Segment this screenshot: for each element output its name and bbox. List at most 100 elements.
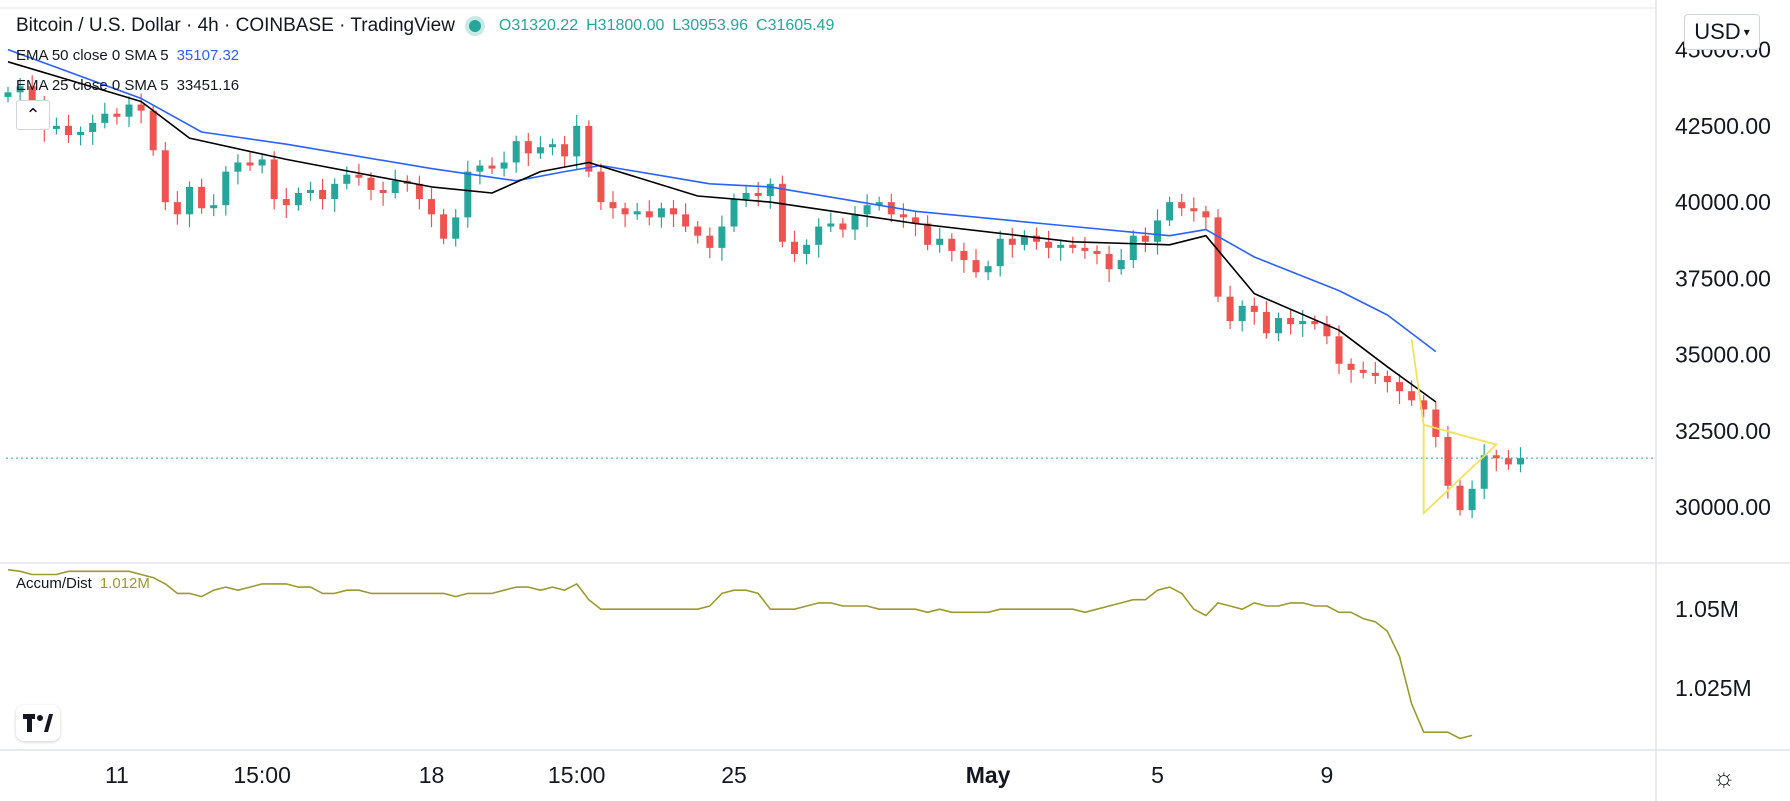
candle[interactable] <box>307 181 314 201</box>
candle[interactable] <box>924 215 932 251</box>
candle[interactable] <box>960 242 968 273</box>
candle[interactable] <box>1323 315 1331 345</box>
candle[interactable] <box>1214 209 1222 303</box>
candle[interactable] <box>984 260 992 281</box>
candle[interactable] <box>597 163 605 211</box>
candle[interactable] <box>258 153 266 174</box>
candle[interactable] <box>1081 236 1089 259</box>
candle[interactable] <box>839 217 847 238</box>
candle[interactable] <box>1008 227 1016 258</box>
candle[interactable] <box>682 203 690 233</box>
candle[interactable] <box>561 135 569 167</box>
candle[interactable] <box>536 136 544 159</box>
candle[interactable] <box>379 181 387 206</box>
candle[interactable] <box>440 208 448 245</box>
candle[interactable] <box>1057 239 1065 261</box>
candle[interactable] <box>415 175 423 210</box>
candle[interactable] <box>694 221 702 244</box>
candle[interactable] <box>1432 401 1440 448</box>
candle[interactable] <box>1045 230 1053 259</box>
candle[interactable] <box>948 233 956 262</box>
settings-gear-icon[interactable]: ☼ <box>1712 762 1736 792</box>
candle[interactable] <box>149 105 157 156</box>
candle[interactable] <box>1226 285 1234 330</box>
candle[interactable] <box>1444 425 1452 499</box>
candle[interactable] <box>827 212 835 233</box>
candle[interactable] <box>778 175 786 248</box>
candle[interactable] <box>1141 227 1149 253</box>
candle[interactable] <box>294 187 302 211</box>
ema25-legend[interactable]: EMA 25 close 0 SMA 5 33451.16 <box>16 77 239 94</box>
candle[interactable] <box>125 96 133 128</box>
candle[interactable] <box>161 142 169 211</box>
candle[interactable] <box>234 154 242 185</box>
candle[interactable] <box>1117 249 1125 275</box>
candle[interactable] <box>633 203 641 220</box>
candle[interactable] <box>1190 197 1198 222</box>
candle[interactable] <box>1456 480 1464 516</box>
candle[interactable] <box>573 114 581 170</box>
candle[interactable] <box>1287 309 1295 335</box>
candle[interactable] <box>1262 300 1270 339</box>
candle[interactable] <box>391 169 399 199</box>
candle[interactable] <box>791 230 798 262</box>
candle[interactable] <box>1238 300 1246 332</box>
candle[interactable] <box>512 135 520 173</box>
candle[interactable] <box>851 206 859 240</box>
candle[interactable] <box>1383 370 1391 393</box>
candle[interactable] <box>488 157 496 175</box>
candle[interactable] <box>1359 361 1367 379</box>
candle[interactable] <box>1093 245 1101 265</box>
candle[interactable] <box>1468 480 1476 519</box>
candle[interactable] <box>1069 236 1077 254</box>
candle[interactable] <box>1517 447 1524 473</box>
candle[interactable] <box>1504 450 1512 470</box>
candle[interactable] <box>77 126 85 146</box>
candle[interactable] <box>803 239 811 265</box>
candle[interactable] <box>367 172 375 201</box>
candle[interactable] <box>1335 325 1343 375</box>
candle[interactable] <box>186 181 193 228</box>
candle[interactable] <box>428 188 435 228</box>
candle[interactable] <box>887 193 895 223</box>
candle[interactable] <box>670 199 677 228</box>
candle[interactable] <box>173 191 181 225</box>
candle[interactable] <box>1250 297 1258 325</box>
candle[interactable] <box>319 178 327 210</box>
candle[interactable] <box>1420 394 1428 418</box>
candle[interactable] <box>355 163 363 186</box>
candle[interactable] <box>1480 444 1488 500</box>
candle[interactable] <box>198 178 206 214</box>
candle[interactable] <box>65 114 72 143</box>
candle[interactable] <box>1154 209 1161 255</box>
candle[interactable] <box>1275 312 1282 342</box>
ad-pane[interactable]: 1.025M 1.05M <box>7 568 1752 740</box>
candle[interactable] <box>282 188 290 218</box>
candle[interactable] <box>1396 373 1403 405</box>
candle[interactable] <box>996 230 1004 277</box>
currency-button[interactable]: USD ▾ <box>1684 14 1760 50</box>
candle[interactable] <box>936 227 944 253</box>
candle[interactable] <box>476 160 484 185</box>
candle[interactable] <box>863 194 871 228</box>
candle[interactable] <box>645 200 653 226</box>
candle[interactable] <box>718 215 726 261</box>
candle[interactable] <box>4 86 12 103</box>
candle[interactable] <box>1033 227 1040 250</box>
candle[interactable] <box>549 138 556 156</box>
candle[interactable] <box>246 151 254 172</box>
candle[interactable] <box>706 227 714 259</box>
candle[interactable] <box>1166 196 1174 226</box>
candle[interactable] <box>500 151 508 177</box>
candle[interactable] <box>101 102 109 129</box>
candle[interactable] <box>742 184 750 208</box>
candle[interactable] <box>524 132 532 167</box>
candle[interactable] <box>815 218 823 258</box>
candle[interactable] <box>875 196 883 211</box>
triangle-pattern-drawing[interactable] <box>1410 339 1499 516</box>
ad-legend[interactable]: Accum/Dist 1.012M <box>16 575 150 592</box>
candle[interactable] <box>464 160 472 228</box>
price-pane[interactable]: 30000.00 32500.00 35000.00 37500.00 40000.00… <box>4 37 1771 520</box>
candle[interactable] <box>609 191 617 219</box>
